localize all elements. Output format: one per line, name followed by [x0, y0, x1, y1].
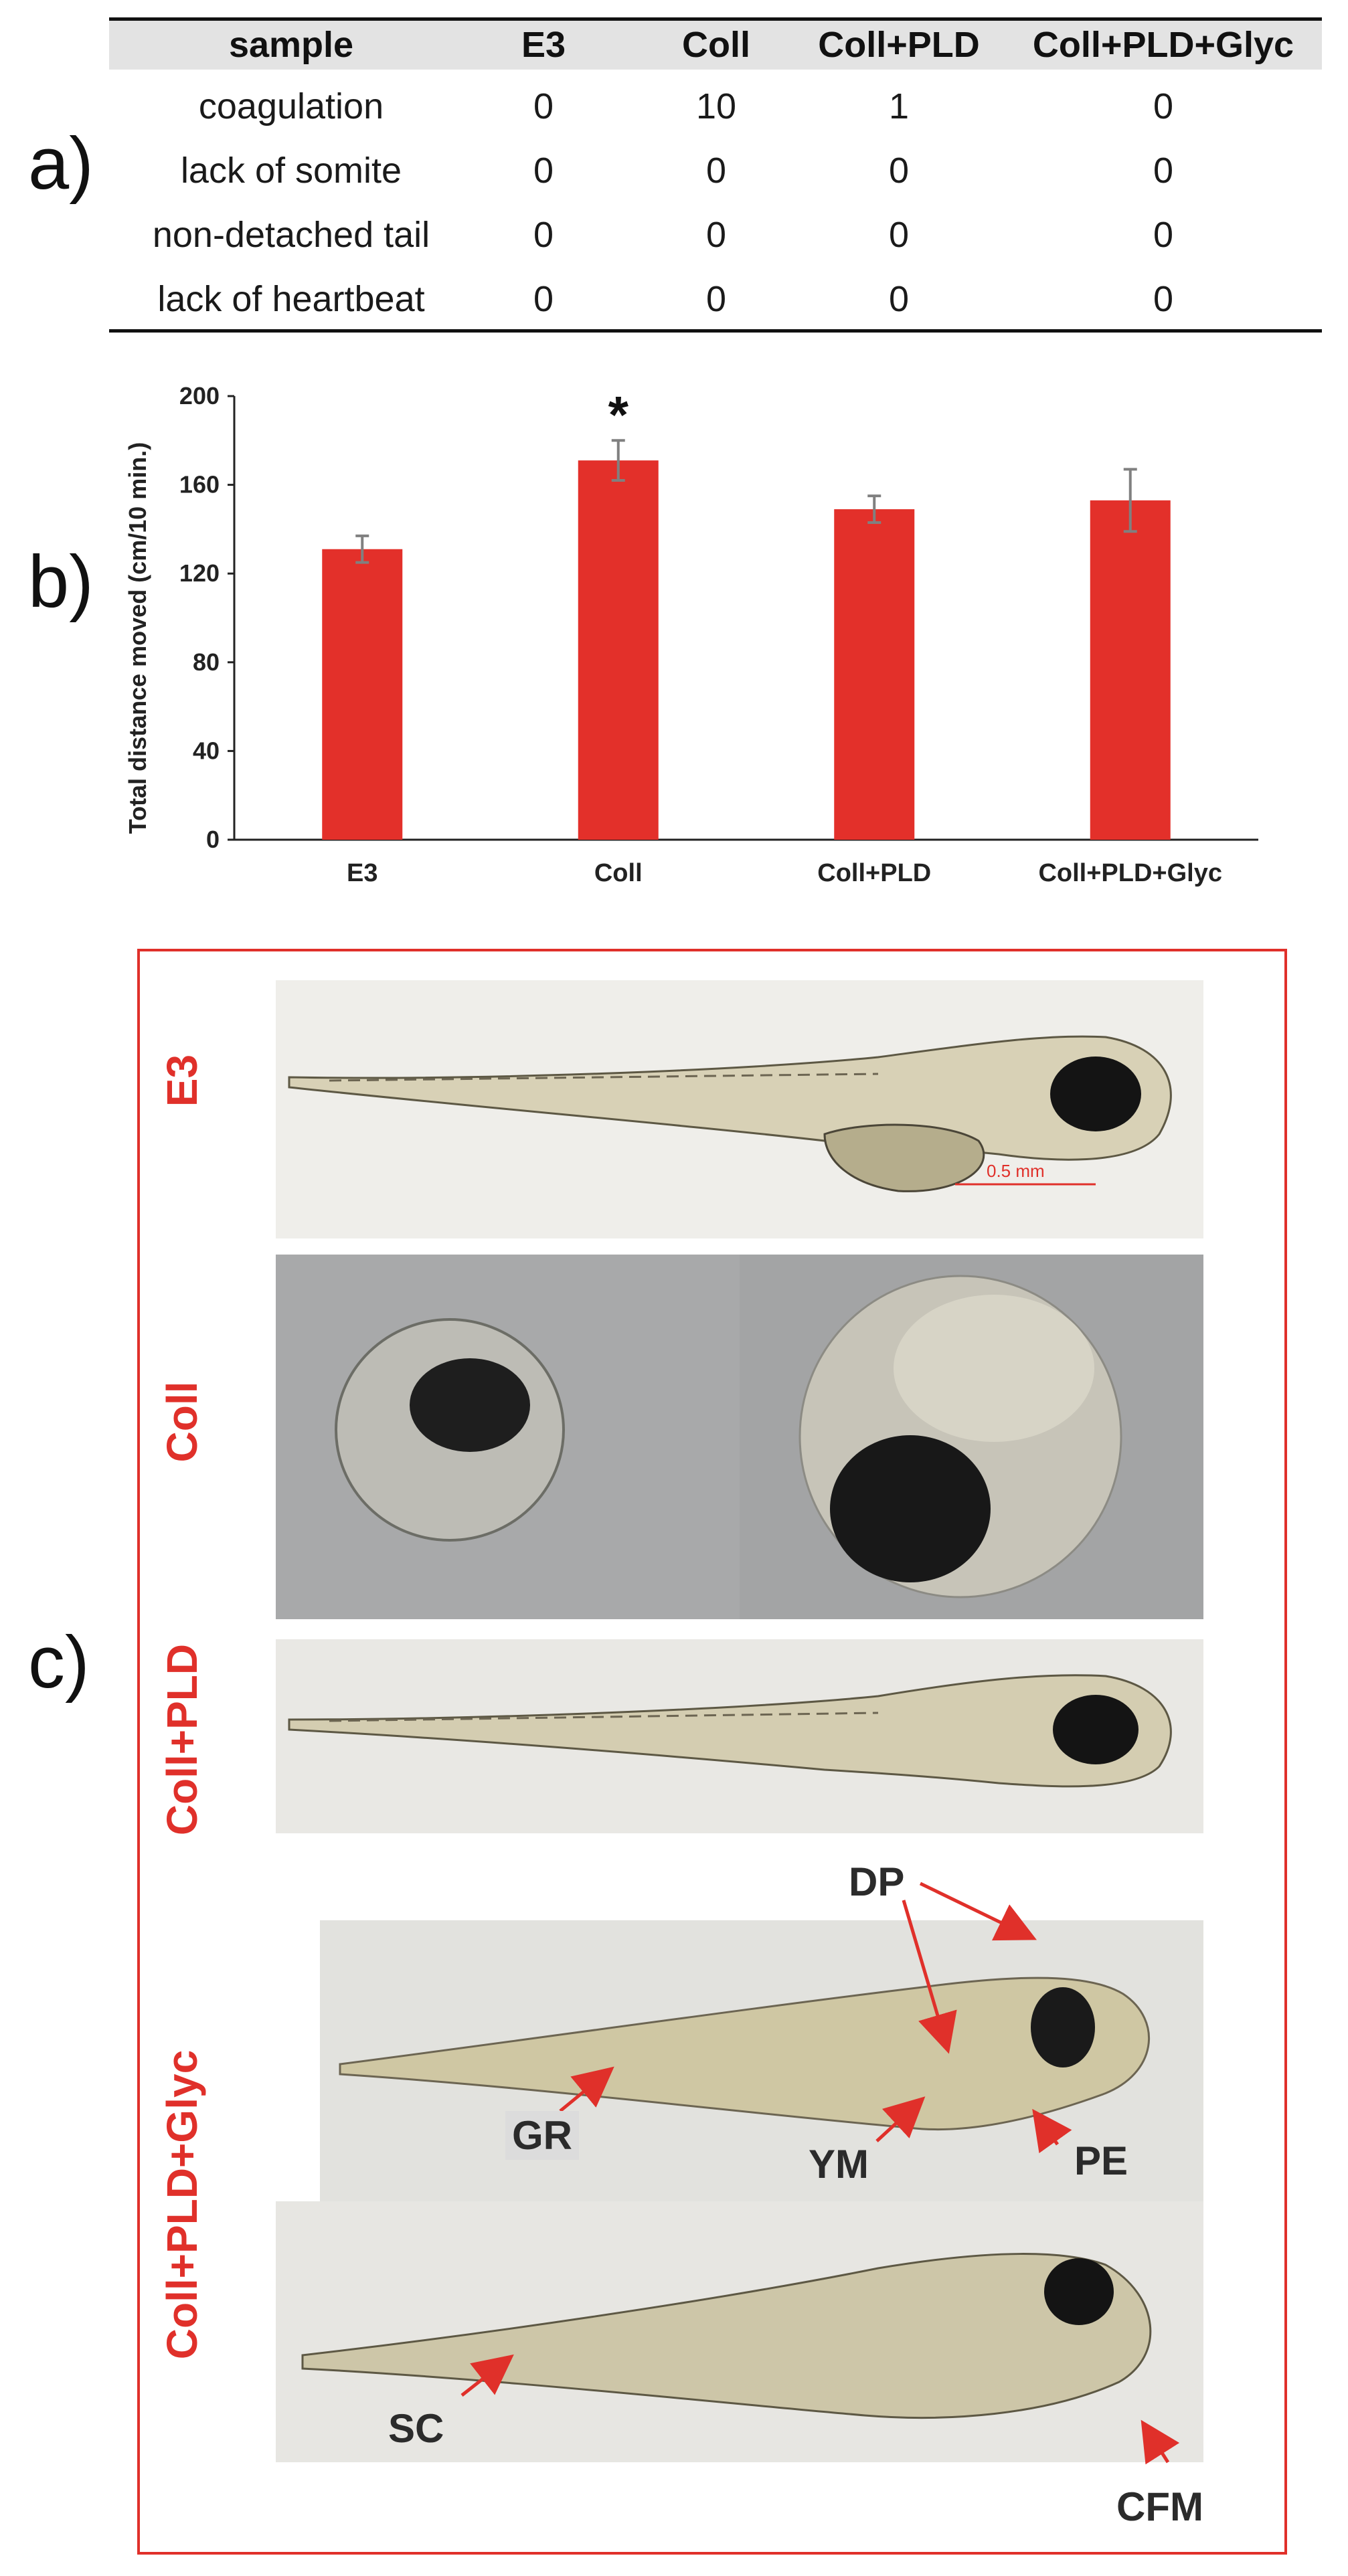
- y-tick-label: 40: [193, 737, 220, 764]
- annotation-gr: GR: [505, 2111, 579, 2160]
- table-header-sample: sample: [228, 25, 354, 65]
- annotation-cfm: CFM: [1116, 2484, 1203, 2529]
- table-cell: 0: [533, 279, 554, 319]
- table-row-label: lack of somite: [180, 151, 402, 191]
- arrow-ym: [875, 2096, 926, 2142]
- arrow-cfm: [1141, 2419, 1180, 2465]
- x-tick-label: Coll+PLD+Glyc: [1038, 859, 1222, 887]
- table-cell: 0: [888, 151, 910, 191]
- bar: [322, 549, 403, 840]
- table-cell: 0: [888, 215, 910, 255]
- table-row-label: lack of heartbeat: [157, 279, 425, 319]
- table-cell: 0: [1153, 215, 1174, 255]
- y-tick-label: 120: [179, 559, 220, 587]
- table-cell: 0: [888, 279, 910, 319]
- table-header-band: [109, 19, 1322, 70]
- table-row-label: coagulation: [198, 86, 384, 126]
- y-tick-label: 200: [179, 382, 220, 409]
- table-cell: 0: [705, 279, 727, 319]
- table-cell: 0: [1153, 86, 1174, 126]
- table-top-rule: [109, 17, 1322, 21]
- table-row-label: non-detached tail: [152, 215, 430, 255]
- table-header-e3: E3: [521, 25, 566, 65]
- arrow-dp-2: [902, 1900, 957, 2054]
- table-cell: 0: [1153, 151, 1174, 191]
- embryo-photo-coll-left: [276, 1255, 740, 1619]
- larva-photo-coll-pld: [276, 1639, 1203, 1833]
- embryo-photo-coll-right: [740, 1255, 1203, 1619]
- y-tick-label: 80: [193, 648, 220, 676]
- arrow-gr: [559, 2066, 614, 2112]
- table-cell: 10: [695, 86, 737, 126]
- y-tick-label: 160: [179, 471, 220, 498]
- annotation-pe: PE: [1074, 2138, 1128, 2183]
- x-tick-label: Coll+PLD: [817, 859, 931, 887]
- table-header-coll-pld-glyc: Coll+PLD+Glyc: [1032, 25, 1294, 65]
- table-cell: 0: [1153, 279, 1174, 319]
- arrow-dp-1: [919, 1881, 1037, 1941]
- table-cell: 0: [705, 215, 727, 255]
- bar: [578, 460, 659, 840]
- x-tick-label: Coll: [594, 859, 643, 887]
- table-bottom-rule: [109, 329, 1322, 333]
- table-cell: 0: [705, 151, 727, 191]
- panel-label-a: a): [28, 122, 94, 205]
- arrow-pe: [1032, 2108, 1072, 2154]
- significance-marker: *: [608, 385, 629, 444]
- annotation-sc: SC: [388, 2406, 444, 2451]
- table-cell: 1: [888, 86, 910, 126]
- arrow-sc: [460, 2354, 514, 2397]
- table-header-coll-pld: Coll+PLD: [818, 25, 980, 65]
- panel-label-b: b): [28, 541, 94, 623]
- panel-c-frame: [137, 949, 1287, 2555]
- table-cell: 0: [533, 86, 554, 126]
- bar: [1090, 500, 1171, 840]
- table-cell: 0: [533, 215, 554, 255]
- x-tick-label: E3: [347, 859, 377, 887]
- larva-photo-coll-pld-glyc-2: [276, 2201, 1203, 2462]
- annotation-ym: YM: [809, 2142, 869, 2187]
- larva-photo-e3: 0.5 mm: [276, 980, 1203, 1238]
- annotation-dp: DP: [849, 1859, 905, 1904]
- panel-label-c: c): [28, 1621, 90, 1704]
- table-cell: 0: [533, 151, 554, 191]
- y-tick-label: 0: [206, 826, 220, 853]
- bar: [834, 509, 915, 840]
- table-header-coll: Coll: [682, 25, 750, 65]
- scale-bar-label: 0.5 mm: [987, 1161, 1045, 1181]
- bar-chart: 0 40 80 120 160 200 Total distance moved (cm/1…: [124, 382, 1258, 887]
- y-axis-title: Total distance moved (cm/10 min.): [124, 442, 151, 834]
